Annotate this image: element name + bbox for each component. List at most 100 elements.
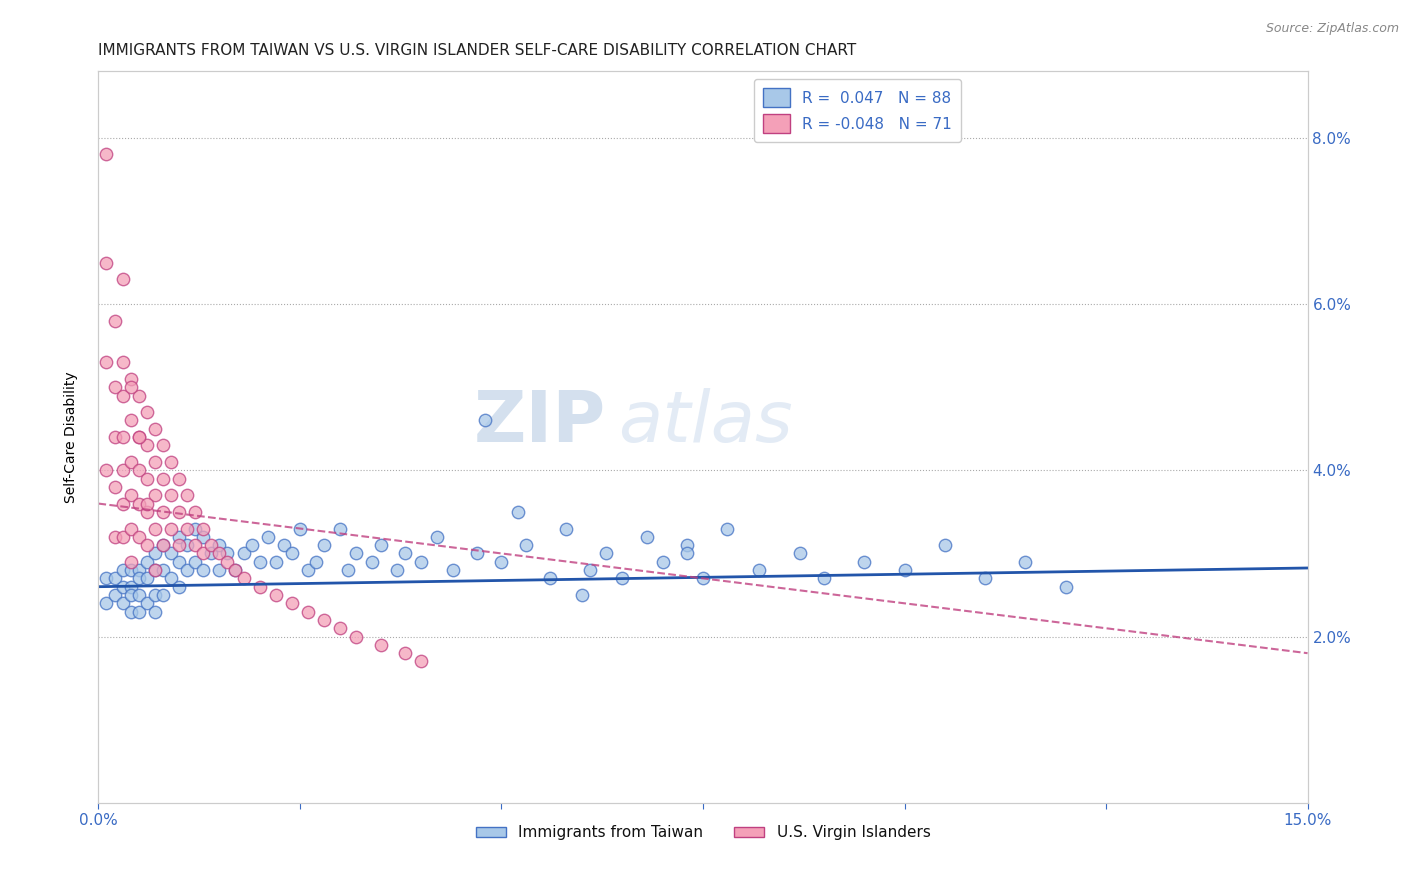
Point (152, 538, 174, 552)
Point (152, 563, 174, 577)
Point (103, 314, 125, 328)
Point (184, 538, 207, 552)
Point (184, 521, 207, 535)
Point (370, 638, 392, 652)
Point (256, 530, 278, 544)
Point (344, 546, 367, 560)
Point (297, 563, 319, 577)
Point (128, 430, 150, 444)
Point (111, 272, 134, 286)
Point (240, 538, 263, 552)
Point (297, 605, 319, 619)
Point (96, 255, 118, 269)
Point (128, 588, 150, 602)
Point (160, 571, 183, 585)
Point (111, 497, 134, 511)
Point (128, 388, 150, 402)
Text: IMMIGRANTS FROM TAIWAN VS U.S. VIRGIN ISLANDER SELF-CARE DISABILITY CORRELATION : IMMIGRANTS FROM TAIWAN VS U.S. VIRGIN IS… (98, 43, 856, 58)
Point (135, 505, 157, 519)
Point (208, 546, 231, 560)
Point (612, 571, 634, 585)
Point (135, 571, 157, 585)
Legend: Immigrants from Taiwan, U.S. Virgin Islanders: Immigrants from Taiwan, U.S. Virgin Isla… (470, 819, 936, 847)
Point (193, 563, 215, 577)
Point (152, 438, 174, 452)
Point (200, 546, 222, 560)
Point (120, 580, 142, 594)
Point (135, 596, 157, 610)
Point (217, 555, 239, 569)
Point (515, 538, 537, 552)
Point (167, 505, 190, 519)
Point (160, 546, 183, 560)
Point (426, 530, 449, 544)
Point (176, 488, 198, 502)
Point (128, 463, 150, 477)
Point (111, 530, 134, 544)
Point (538, 571, 561, 585)
Point (193, 546, 215, 560)
Point (555, 521, 578, 535)
Point (224, 563, 246, 577)
Point (152, 538, 174, 552)
Point (135, 497, 157, 511)
Point (305, 555, 328, 569)
Point (651, 555, 673, 569)
Point (176, 521, 198, 535)
Point (394, 646, 416, 660)
Point (636, 530, 658, 544)
Point (692, 571, 714, 585)
Point (789, 546, 811, 560)
Point (273, 538, 295, 552)
Point (394, 546, 416, 560)
Point (506, 505, 529, 519)
Point (974, 571, 997, 585)
Point (314, 538, 336, 552)
Point (96, 147, 118, 161)
Point (385, 563, 408, 577)
Point (160, 455, 183, 469)
Point (120, 413, 142, 427)
Point (716, 521, 738, 535)
Point (167, 538, 190, 552)
Point (853, 555, 876, 569)
Point (103, 588, 125, 602)
Point (120, 605, 142, 619)
Point (103, 480, 125, 494)
Point (329, 621, 352, 635)
Point (120, 555, 142, 569)
Point (111, 355, 134, 369)
Point (176, 563, 198, 577)
Point (329, 521, 352, 535)
Point (491, 555, 513, 569)
Point (128, 563, 150, 577)
Point (103, 530, 125, 544)
Point (103, 571, 125, 585)
Point (224, 563, 246, 577)
Point (184, 555, 207, 569)
Text: Source: ZipAtlas.com: Source: ZipAtlas.com (1265, 22, 1399, 36)
Point (143, 588, 166, 602)
Point (193, 521, 215, 535)
Point (281, 546, 304, 560)
Point (249, 580, 271, 594)
Point (143, 546, 166, 560)
Point (103, 380, 125, 394)
Point (96, 571, 118, 585)
Point (120, 455, 142, 469)
Point (120, 563, 142, 577)
Point (232, 546, 254, 560)
Point (143, 563, 166, 577)
Point (120, 380, 142, 394)
Point (167, 530, 190, 544)
Point (676, 538, 699, 552)
Point (893, 563, 915, 577)
Point (111, 563, 134, 577)
Point (128, 430, 150, 444)
Point (167, 580, 190, 594)
Point (409, 655, 432, 669)
Point (1054, 580, 1077, 594)
Text: atlas: atlas (619, 388, 793, 457)
Point (135, 438, 157, 452)
Point (128, 497, 150, 511)
